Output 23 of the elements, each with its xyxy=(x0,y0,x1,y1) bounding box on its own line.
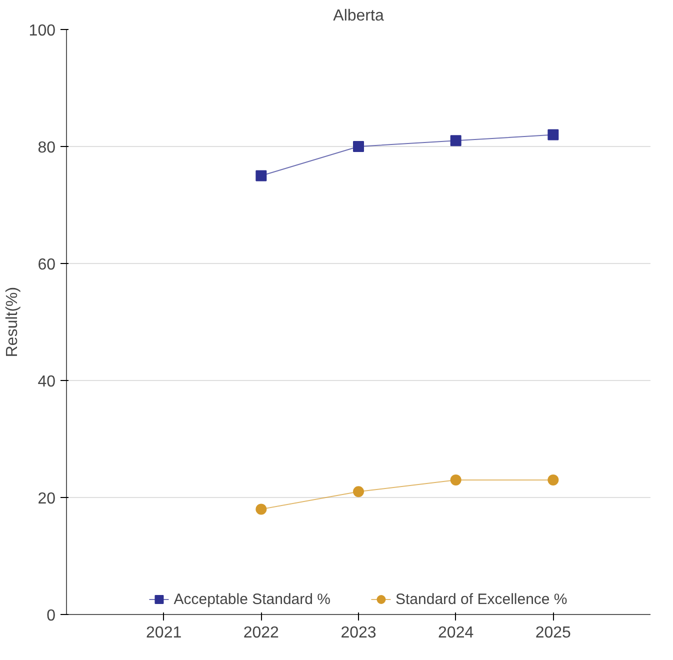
y-axis-title: Result(%) xyxy=(4,286,21,358)
point xyxy=(548,474,559,486)
legend-label: Standard of Excellence % xyxy=(396,590,568,608)
point xyxy=(256,170,267,182)
y-tick-label: 80 xyxy=(38,140,56,156)
y-tick-label: 0 xyxy=(46,608,56,624)
x-tick-label: 2023 xyxy=(340,624,376,642)
legend-label: Acceptable Standard % xyxy=(174,590,330,608)
x-tick-label: 2025 xyxy=(535,624,572,642)
y-tick-label: 40 xyxy=(38,374,56,390)
point xyxy=(548,129,559,140)
point xyxy=(450,474,462,486)
y-tick-label: 60 xyxy=(38,256,56,274)
point xyxy=(450,135,462,146)
x-tick-label: 2024 xyxy=(438,624,474,642)
point xyxy=(353,486,364,498)
x-tick-label: 2022 xyxy=(243,624,280,642)
point xyxy=(353,141,364,152)
y-tick-label: 100 xyxy=(28,22,56,40)
x-tick-label: 2021 xyxy=(146,624,182,642)
chart-title: Alberta xyxy=(333,8,384,24)
point xyxy=(256,504,267,515)
y-tick-label: 20 xyxy=(38,490,56,508)
